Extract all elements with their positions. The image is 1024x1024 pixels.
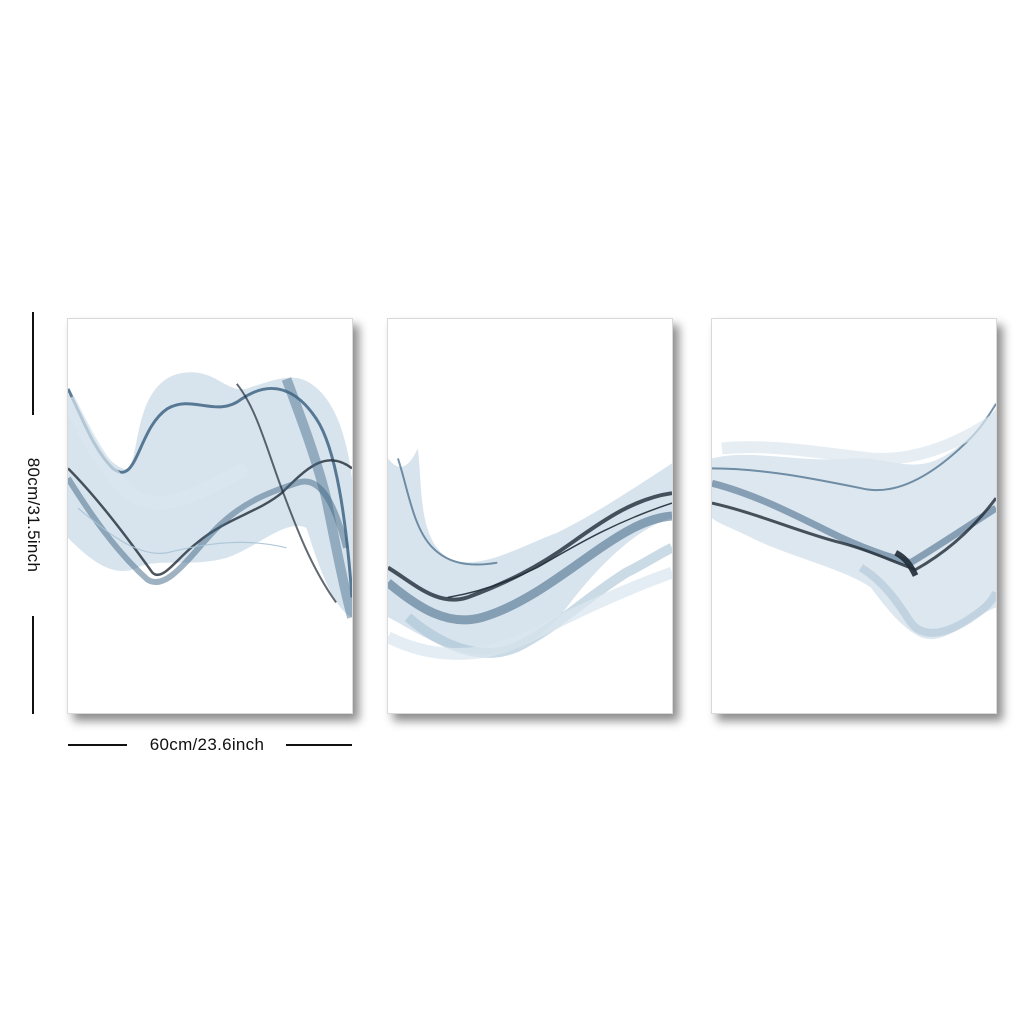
width-dimension-label: 60cm/23.6inch [149, 735, 265, 754]
height-dimension-line-bottom [32, 616, 34, 714]
height-dimension-line-top [32, 312, 34, 415]
canvas-panel-right [711, 318, 997, 714]
width-dimension-line-right [286, 744, 352, 746]
ink-wave-artwork-center [388, 448, 672, 660]
ink-wave-artwork-right [712, 403, 996, 640]
width-dimension-line-left [68, 744, 127, 746]
canvas-panel-center [387, 318, 673, 714]
ink-wave-artwork-left [68, 372, 352, 619]
canvas-panel-left [67, 318, 353, 714]
height-dimension-label: 80cm/31.5inch [24, 457, 43, 573]
